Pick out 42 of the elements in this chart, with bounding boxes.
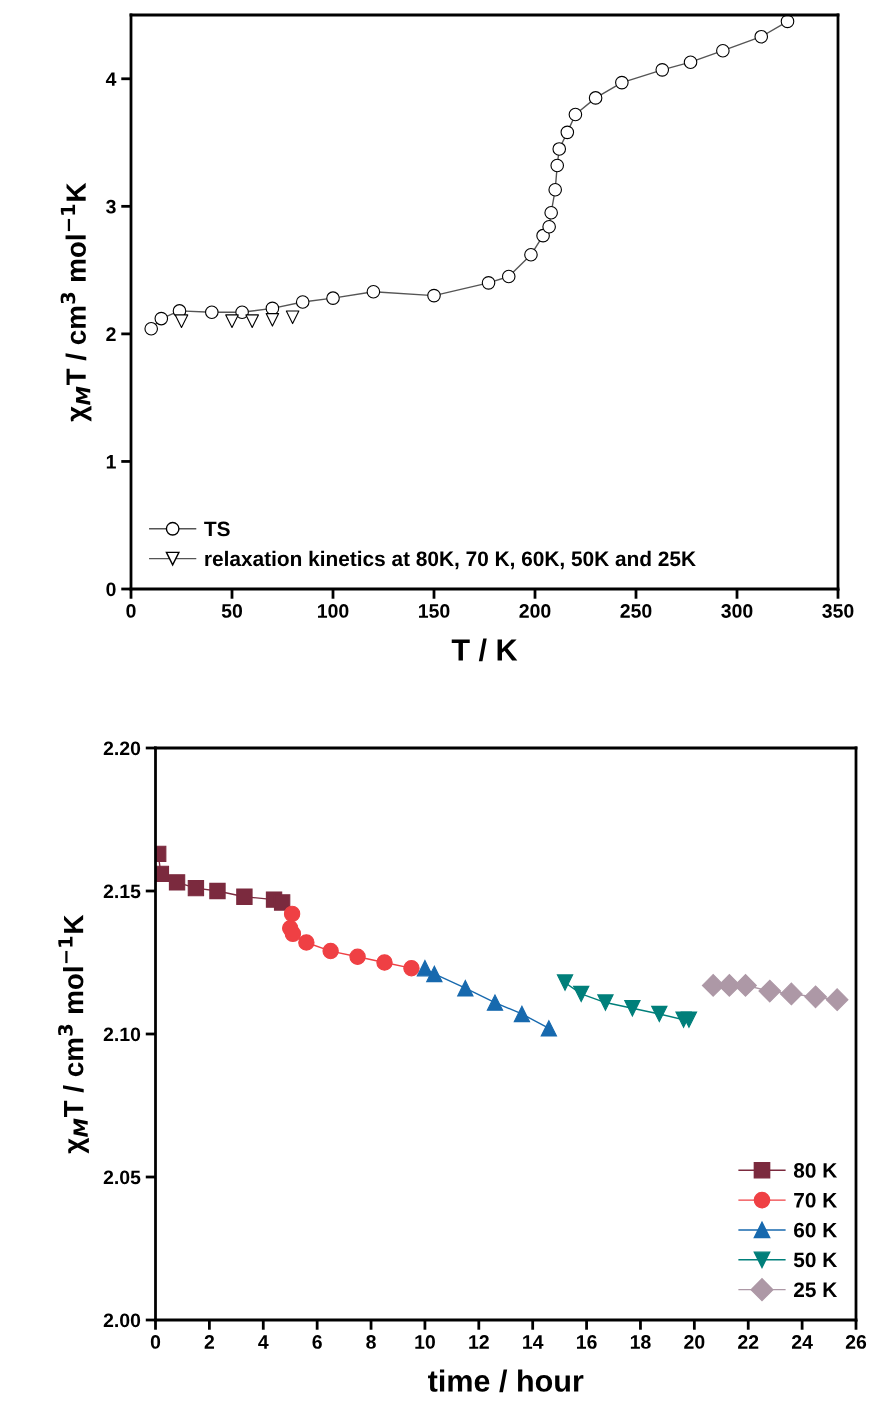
x-tick-label: 350	[822, 604, 854, 618]
y-tick-label: 2.05	[103, 1170, 141, 1185]
x-axis-title: time / hour	[428, 1369, 584, 1393]
y-tick-label: 3	[106, 199, 116, 214]
x-tick-label: 20	[684, 1335, 705, 1349]
x-tick-label: 6	[312, 1335, 322, 1349]
y-tick-label: 1	[106, 455, 116, 469]
x-tick-label: 100	[318, 604, 349, 618]
x-tick-label: 8	[366, 1335, 376, 1349]
x-tick-label: 16	[576, 1335, 597, 1349]
y-tick-label: 2	[106, 327, 116, 341]
legend-label: 60 K	[794, 1222, 838, 1238]
x-tick-label: 250	[620, 604, 652, 618]
x-tick-label: 14	[523, 1335, 544, 1349]
y-tick-label: 2.20	[103, 741, 141, 756]
x-tick-label: 150	[419, 604, 450, 618]
y-tick-label: 4	[105, 72, 117, 86]
x-tick-label: 10	[415, 1335, 435, 1349]
y-tick-label: 2.15	[103, 884, 141, 899]
x-tick-label: 300	[721, 604, 753, 618]
y-tick-label: 2.10	[103, 1027, 141, 1042]
x-tick-label: 2	[204, 1335, 215, 1349]
legend-label: 80 K	[793, 1163, 838, 1178]
x-tick-label: 26	[845, 1335, 867, 1349]
x-axis-title: T / K	[451, 638, 518, 662]
y-tick-label: 0	[106, 582, 116, 597]
y-tick-label: 2.00	[103, 1313, 141, 1328]
x-tick-label: 12	[469, 1335, 489, 1349]
x-tick-label: 18	[630, 1335, 651, 1349]
legend-label: 70 K	[794, 1192, 838, 1208]
x-tick-label: 24	[791, 1335, 813, 1349]
x-tick-label: 4	[258, 1335, 269, 1349]
legend-label: 50 K	[793, 1252, 838, 1268]
legend-label: TS	[204, 521, 230, 537]
y-axis-title: χ$_{M}$T / cm$^{3}$ mol$^{−1}$K	[60, 182, 92, 422]
x-tick-label: 0	[150, 1335, 161, 1349]
x-tick-label: 200	[519, 604, 551, 618]
legend-label: relaxation kinetics at 80K, 70 K, 60K, 50K and 25K	[205, 550, 696, 570]
y-axis-title: χ$_{M}$T / cm$^{3}$ mol$^{−1}$K	[58, 914, 89, 1154]
x-tick-label: 22	[738, 1335, 759, 1349]
legend-label: 25 K	[793, 1282, 838, 1298]
x-tick-label: 50	[221, 604, 243, 618]
